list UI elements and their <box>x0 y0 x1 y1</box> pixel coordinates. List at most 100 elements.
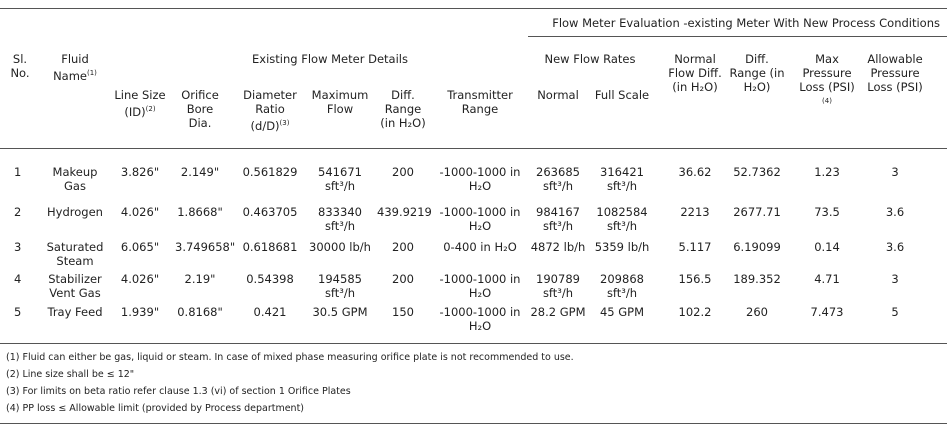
header-text: Orifice Bore Dia. <box>181 88 219 130</box>
header-text: Fluid Name <box>53 52 89 83</box>
footnote-marker: (2) <box>145 105 156 113</box>
table-cell: 200 <box>392 240 414 254</box>
header-text: Sl. No. <box>10 52 30 80</box>
table-cell: 30.5 GPM <box>312 305 368 319</box>
table-cell: 3 <box>891 165 899 179</box>
table-cell: 0.8168" <box>177 305 223 319</box>
header-text: Normal Flow Diff. (in H₂O) <box>668 52 722 94</box>
table-cell: Hydrogen <box>47 205 103 219</box>
table-cell: 200 <box>392 272 414 286</box>
table-cell: Stabilizer Vent Gas <box>48 272 102 300</box>
table-cell: 5359 lb/h <box>594 240 650 254</box>
column-header: Normal Flow Diff. (in H₂O) <box>666 52 724 94</box>
column-header: Sl. No. <box>5 52 35 80</box>
table-cell: 150 <box>392 305 414 319</box>
footnote-marker: (3) <box>279 119 290 127</box>
table-cell: 73.5 <box>814 205 840 219</box>
table-cell: 4.026" <box>120 205 160 219</box>
table-cell: 4.71 <box>814 272 840 286</box>
table-cell: 6.19099 <box>733 240 781 254</box>
table-cell: 2677.71 <box>733 205 781 219</box>
column-header: Line Size (ID)(2) <box>112 88 168 119</box>
table-cell: 0-400 in H₂O <box>443 240 517 254</box>
table-cell: 30000 lb/h <box>309 240 371 254</box>
table-cell: 541671 sft³/h <box>318 165 362 193</box>
table-cell: Makeup Gas <box>52 165 98 193</box>
table-cell: 45 GPM <box>599 305 645 319</box>
column-header: Diameter Ratio (d/D)(3) <box>241 88 299 133</box>
column-header: Max Pressure Loss (PSI) (4) <box>796 52 858 111</box>
table-cell: 2 <box>14 205 22 219</box>
group-header: Existing Flow Meter Details <box>252 52 408 66</box>
column-header: Diff. Range (in H₂O) <box>728 52 786 94</box>
table-cell: 102.2 <box>678 305 712 319</box>
table-cell: 28.2 GPM <box>530 305 586 319</box>
table-cell: 209868 sft³/h <box>600 272 644 300</box>
header-text: Normal <box>537 88 579 102</box>
table-cell: 36.62 <box>678 165 712 179</box>
table-cell: 316421 sft³/h <box>600 165 644 193</box>
header-text: Diff. Range (in H₂O) <box>380 88 426 130</box>
table-cell: 4 <box>14 272 22 286</box>
table-cell: 3 <box>891 272 899 286</box>
table-cell: 439.9219 <box>377 205 432 219</box>
table-cell: 0.54398 <box>246 272 294 286</box>
table-cell: 1.939" <box>120 305 160 319</box>
table-cell: 190789 sft³/h <box>536 272 580 300</box>
column-header: Orifice Bore Dia. <box>175 88 225 130</box>
table-cell: 200 <box>392 165 414 179</box>
header-text: Transmitter Range <box>447 88 513 116</box>
table-cell: 0.463705 <box>242 205 298 219</box>
column-header: Transmitter Range <box>438 88 522 116</box>
footnote-marker: (4) <box>822 97 832 105</box>
group-header: New Flow Rates <box>544 52 636 66</box>
table-cell: 7.473 <box>810 305 844 319</box>
column-header: Diff. Range (in H₂O) <box>377 88 429 130</box>
table-cell: 3.749658" <box>175 240 236 254</box>
table-cell: 189.352 <box>733 272 781 286</box>
table-cell: 2.19" <box>184 272 216 286</box>
table-cell: 3.826" <box>120 165 160 179</box>
header-text: Diff. Range (in H₂O) <box>729 52 785 94</box>
table-cell: 3.6 <box>885 240 905 254</box>
table-cell: 0.618681 <box>242 240 298 254</box>
column-header: Allowable Pressure Loss (PSI) <box>861 52 929 94</box>
header-text: Allowable Pressure Loss (PSI) <box>867 52 923 94</box>
rule <box>0 148 947 149</box>
rule <box>0 8 947 9</box>
footnote: (1) Fluid can either be gas, liquid or s… <box>6 352 574 363</box>
footnote-marker: (1) <box>87 69 97 77</box>
table-cell: 1.23 <box>814 165 840 179</box>
table-cell: 156.5 <box>678 272 712 286</box>
column-header: Full Scale <box>593 88 651 102</box>
table-cell: 4.026" <box>120 272 160 286</box>
table-cell: 6.065" <box>120 240 160 254</box>
table-cell: 1.8668" <box>177 205 223 219</box>
table-cell: 984167 sft³/h <box>536 205 580 233</box>
table-cell: 1082584 sft³/h <box>596 205 648 233</box>
rule <box>0 343 947 344</box>
header-text: Max Pressure Loss (PSI) <box>799 52 855 94</box>
table-cell: 52.7362 <box>733 165 781 179</box>
table-cell: -1000-1000 in H₂O <box>439 205 521 233</box>
table-cell: 0.561829 <box>242 165 298 179</box>
table-cell: 5 <box>891 305 899 319</box>
table-cell: 0.421 <box>253 305 287 319</box>
rule <box>0 423 947 424</box>
header-text: Diameter Ratio (d/D) <box>243 88 297 133</box>
table-cell: -1000-1000 in H₂O <box>439 165 521 193</box>
table-cell: 5.117 <box>678 240 712 254</box>
table-cell: Saturated Steam <box>46 240 104 268</box>
table-cell: -1000-1000 in H₂O <box>439 305 521 333</box>
footnote: (2) Line size shall be ≤ 12" <box>6 369 135 380</box>
table-cell: 2.149" <box>180 165 220 179</box>
table-cell: 833340 sft³/h <box>318 205 362 233</box>
footnote: (4) PP loss ≤ Allowable limit (provided … <box>6 403 305 414</box>
table-cell: 260 <box>746 305 768 319</box>
table-cell: 2213 <box>680 205 710 219</box>
table-cell: 263685 sft³/h <box>536 165 580 193</box>
footnote: (3) For limits on beta ratio refer claus… <box>6 386 351 397</box>
header-text: Full Scale <box>594 88 650 102</box>
header-text: Line Size (ID) <box>114 88 166 119</box>
